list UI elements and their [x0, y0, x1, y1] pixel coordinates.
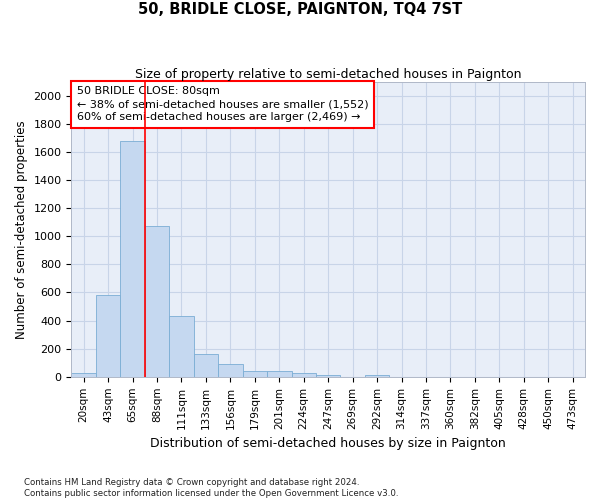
Text: 50, BRIDLE CLOSE, PAIGNTON, TQ4 7ST: 50, BRIDLE CLOSE, PAIGNTON, TQ4 7ST [138, 2, 462, 18]
Title: Size of property relative to semi-detached houses in Paignton: Size of property relative to semi-detach… [135, 68, 521, 80]
Bar [218, 364, 242, 377]
Bar [145, 226, 169, 377]
Bar [242, 371, 267, 377]
Bar [71, 372, 96, 377]
Text: Contains HM Land Registry data © Crown copyright and database right 2024.
Contai: Contains HM Land Registry data © Crown c… [24, 478, 398, 498]
Y-axis label: Number of semi-detached properties: Number of semi-detached properties [15, 120, 28, 338]
Bar [292, 374, 316, 377]
Text: 50 BRIDLE CLOSE: 80sqm
← 38% of semi-detached houses are smaller (1,552)
60% of : 50 BRIDLE CLOSE: 80sqm ← 38% of semi-det… [77, 86, 368, 122]
Bar [267, 371, 292, 377]
X-axis label: Distribution of semi-detached houses by size in Paignton: Distribution of semi-detached houses by … [151, 437, 506, 450]
Bar [365, 374, 389, 377]
Bar [316, 374, 340, 377]
Bar [169, 316, 194, 377]
Bar [96, 296, 121, 377]
Bar [121, 140, 145, 377]
Bar [194, 354, 218, 377]
